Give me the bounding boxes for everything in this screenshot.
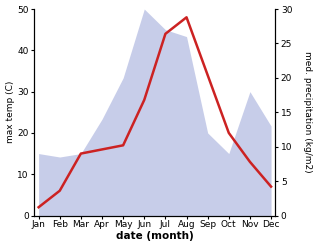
X-axis label: date (month): date (month): [116, 231, 194, 242]
Y-axis label: max temp (C): max temp (C): [5, 81, 15, 144]
Y-axis label: med. precipitation (kg/m2): med. precipitation (kg/m2): [303, 51, 313, 173]
